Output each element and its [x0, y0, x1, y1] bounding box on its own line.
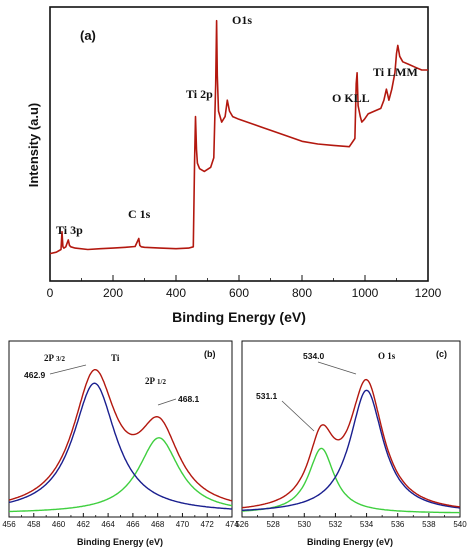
panel-b-x-tick-labels: 456 458 460 462 464 466 468 470 472 474 [2, 520, 239, 529]
panel-a-survey-chart: 0 200 400 600 800 1000 1200 (a) Ti 3p C 1s Ti … [26, 7, 442, 325]
x-tick-label: 458 [27, 520, 41, 529]
annotation-ti-3p: Ti 3p [56, 223, 83, 237]
x-tick-label: 530 [298, 520, 312, 529]
annotation-2p32-sub: 3/2 [56, 355, 65, 363]
pointer-462-9 [50, 365, 86, 374]
x-tick-label: 472 [201, 520, 215, 529]
x-tick-label: 526 [235, 520, 249, 529]
x-tick-label: 456 [2, 520, 16, 529]
x-tick-label: 464 [101, 520, 115, 529]
panel-a-x-axis-label: Binding Energy (eV) [172, 309, 306, 325]
annotation-ti-2p: Ti 2p [186, 87, 213, 101]
x-tick-label: 532 [329, 520, 343, 529]
x-tick-label: 0 [47, 286, 54, 300]
panel-a-x-tick-labels: 0 200 400 600 800 1000 1200 [47, 286, 442, 300]
panel-b-x-axis-label: Binding Energy (eV) [77, 537, 163, 547]
panel-c-green-fit-line [242, 448, 460, 512]
panel-a-x-ticks [50, 275, 428, 281]
panel-a-spectrum-line [50, 21, 428, 254]
panel-c-x-ticks [242, 513, 460, 517]
panel-c-x-axis-label: Binding Energy (eV) [307, 537, 393, 547]
x-tick-label: 1000 [352, 286, 379, 300]
annotation-2p32: 2P 3/2 [44, 353, 65, 363]
panel-c-label: (c) [436, 349, 447, 359]
x-tick-label: 536 [391, 520, 405, 529]
pointer-468-1 [158, 399, 176, 405]
annotation-ti-lmm: Ti LMM [373, 65, 418, 79]
x-tick-label: 528 [266, 520, 280, 529]
annotation-2p12-sub: 1/2 [157, 378, 166, 386]
panel-c-blue-fit-line [242, 390, 460, 510]
x-tick-label: 470 [176, 520, 190, 529]
annotation-2p12: 2P 1/2 [145, 376, 166, 386]
x-tick-label: 1200 [415, 286, 442, 300]
x-tick-label: 466 [126, 520, 140, 529]
x-tick-label: 534 [360, 520, 374, 529]
annotation-468-1: 468.1 [178, 394, 200, 404]
panel-a-frame [50, 7, 428, 281]
panel-b-envelope-line [9, 370, 232, 501]
panel-c-o1s-chart: 526 528 530 532 534 536 538 540 (c) 534.0 O 1s … [235, 341, 467, 547]
annotation-c-1s: C 1s [128, 207, 151, 221]
pointer-534-0 [318, 362, 356, 374]
x-tick-label: 540 [453, 520, 467, 529]
annotation-2p12-main: 2P [145, 376, 156, 386]
panel-a-label: (a) [80, 28, 96, 43]
annotation-o-kll: O KLL [332, 91, 370, 105]
x-tick-label: 600 [229, 286, 249, 300]
x-tick-label: 538 [422, 520, 436, 529]
annotation-531-1: 531.1 [256, 391, 278, 401]
panel-b-label: (b) [204, 349, 216, 359]
annotation-o-1s: O 1s [378, 351, 396, 361]
x-tick-label: 800 [292, 286, 312, 300]
x-tick-label: 468 [151, 520, 165, 529]
pointer-531-1 [282, 401, 314, 431]
x-tick-label: 400 [166, 286, 186, 300]
x-tick-label: 462 [77, 520, 91, 529]
panel-c-x-tick-labels: 526 528 530 532 534 536 538 540 [235, 520, 467, 529]
annotation-462-9: 462.9 [24, 370, 46, 380]
panel-b-x-ticks [9, 513, 232, 517]
panel-a-y-axis-label: Intensity (a.u) [26, 103, 41, 188]
panel-b-ti2p-chart: 456 458 460 462 464 466 468 470 472 474 (b) 2P 3/2… [2, 341, 239, 547]
annotation-o1s: O1s [232, 13, 252, 27]
panel-c-frame [242, 341, 460, 517]
annotation-2p32-main: 2P [44, 353, 55, 363]
annotation-534-0: 534.0 [303, 351, 325, 361]
x-tick-label: 460 [52, 520, 66, 529]
annotation-ti: Ti [111, 353, 120, 363]
x-tick-label: 200 [103, 286, 123, 300]
